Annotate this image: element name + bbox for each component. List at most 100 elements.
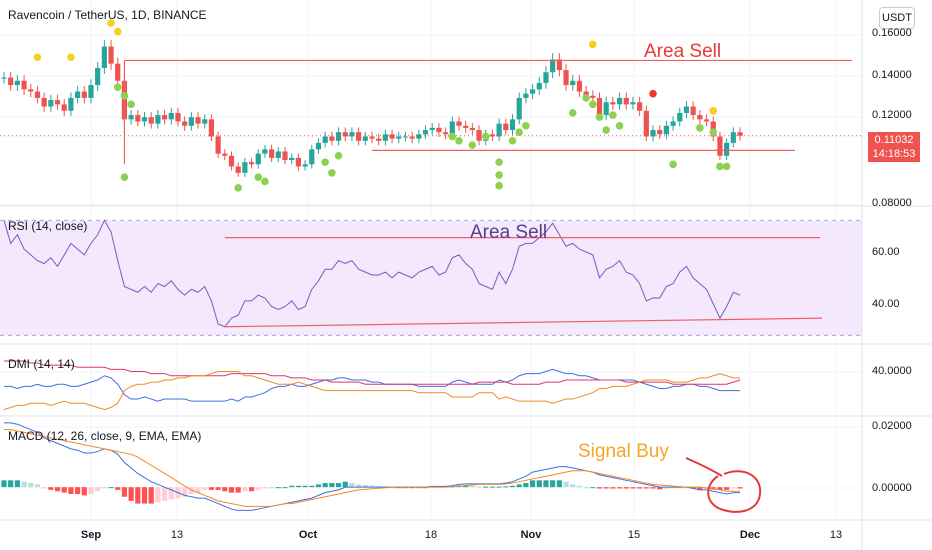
signal-dot (328, 169, 336, 177)
signal-dot (615, 121, 624, 130)
price-tick: 0.08000 (872, 197, 912, 209)
adx-line (3, 371, 740, 411)
macd-histogram-bar (563, 481, 569, 488)
candle-body (242, 162, 248, 173)
candle-body (309, 149, 315, 165)
macd-histogram-bar (483, 486, 489, 488)
signal-dot (120, 173, 129, 181)
annotation-price-area-sell[interactable]: Area Sell (644, 41, 722, 62)
macd-histogram-bar (315, 484, 322, 488)
candle-body (8, 77, 14, 86)
candle-body (302, 164, 308, 167)
macd-histogram-bar (322, 483, 328, 488)
signal-dot (589, 40, 597, 49)
candle-body (623, 97, 629, 105)
x-tick: 15 (627, 529, 641, 541)
candle-body (168, 112, 174, 120)
macd-histogram-bar (356, 484, 362, 488)
candle-body (677, 112, 683, 122)
macd-histogram-bar (463, 485, 469, 488)
signal-dot (254, 173, 263, 181)
user-drawings[interactable] (33, 19, 852, 513)
signal-dot (716, 162, 724, 171)
macd-histogram-bar (81, 487, 87, 496)
signal-dot (481, 132, 490, 141)
macd-histogram-bar (697, 487, 703, 490)
signal-dot (261, 177, 269, 186)
rsi-title[interactable]: RSI (14, close) (8, 219, 88, 233)
macd-histogram-bar (342, 481, 348, 488)
x-tick: Oct (298, 529, 318, 541)
candle-body (409, 136, 415, 139)
macd-histogram-bar (516, 484, 522, 488)
candle-body (61, 104, 67, 111)
price-pane[interactable] (0, 40, 862, 177)
candle-body (135, 115, 141, 122)
candle-body (429, 127, 435, 131)
macd-histogram-bar (275, 487, 281, 489)
macd-histogram-bar (596, 487, 603, 489)
candle-body (456, 121, 462, 126)
rsi-pane[interactable] (0, 219, 862, 336)
rsi-band (0, 220, 862, 336)
candle-body (449, 121, 455, 135)
candle-body (269, 149, 275, 158)
candle-body (503, 123, 509, 131)
price-tick: 0.12000 (872, 109, 912, 121)
dmi-title[interactable]: DMI (14, 14) (8, 357, 75, 371)
macd-pane[interactable] (1, 422, 743, 511)
candle-body (54, 100, 61, 105)
macd-histogram-bar (724, 487, 730, 490)
macd-histogram-bar (1, 480, 7, 488)
macd-histogram-bar (148, 487, 154, 504)
candle-body (543, 72, 549, 83)
macd-histogram-bar (329, 483, 335, 488)
annotation-signal-buy[interactable]: Signal Buy (578, 441, 669, 462)
macd-histogram-bar (362, 484, 368, 488)
symbol-title[interactable]: Ravencoin / TetherUS, 1D, BINANCE (8, 8, 207, 22)
candle-body (616, 97, 623, 105)
candle-body (195, 117, 201, 124)
macd-histogram-bar (489, 486, 496, 488)
candle-body (563, 70, 569, 86)
macd-histogram-bar (255, 487, 261, 490)
macd-histogram-bar (75, 487, 81, 494)
candle-body (436, 127, 442, 133)
signal-dot (722, 162, 731, 171)
candle-body (108, 46, 114, 64)
macd-title[interactable]: MACD (12, 26, close, 9, EMA, EMA) (8, 429, 202, 443)
macd-histogram-bar (376, 486, 382, 488)
macd-histogram-bar (41, 487, 47, 489)
macd-histogram-bar (95, 487, 101, 492)
candle-body (75, 91, 81, 98)
macd-histogram-bar (48, 487, 54, 490)
candle-body (416, 134, 422, 139)
signal-dot (609, 111, 617, 119)
macd-histogram-bar (68, 487, 74, 494)
candle-body (717, 136, 723, 156)
macd-histogram-bar (195, 487, 201, 493)
dmi-pane[interactable] (3, 360, 741, 411)
macd-histogram-bar (34, 484, 41, 488)
macd-histogram-bar (215, 487, 221, 490)
macd-histogram-bar (643, 487, 649, 489)
macd-histogram-bar (657, 487, 663, 490)
currency-badge[interactable]: USDT (879, 7, 915, 29)
candle-body (663, 125, 669, 135)
rsi-tick: 40.00 (872, 298, 900, 310)
candle-body (697, 115, 703, 120)
candle-body (670, 121, 676, 126)
annotation-rsi-area-sell[interactable]: Area Sell (470, 222, 548, 243)
candle-body (182, 121, 188, 126)
macd-histogram-bar (228, 487, 235, 493)
macd-histogram-bar (610, 487, 616, 489)
candle-body (356, 132, 362, 141)
macd-histogram-bar (168, 487, 174, 500)
macd-histogram-bar (54, 487, 61, 492)
macd-histogram-bar (717, 487, 723, 490)
signal-dot (508, 136, 517, 145)
candle-body (422, 130, 429, 135)
signal-dot (321, 158, 329, 166)
macd-tick: 0.02000 (872, 420, 912, 432)
